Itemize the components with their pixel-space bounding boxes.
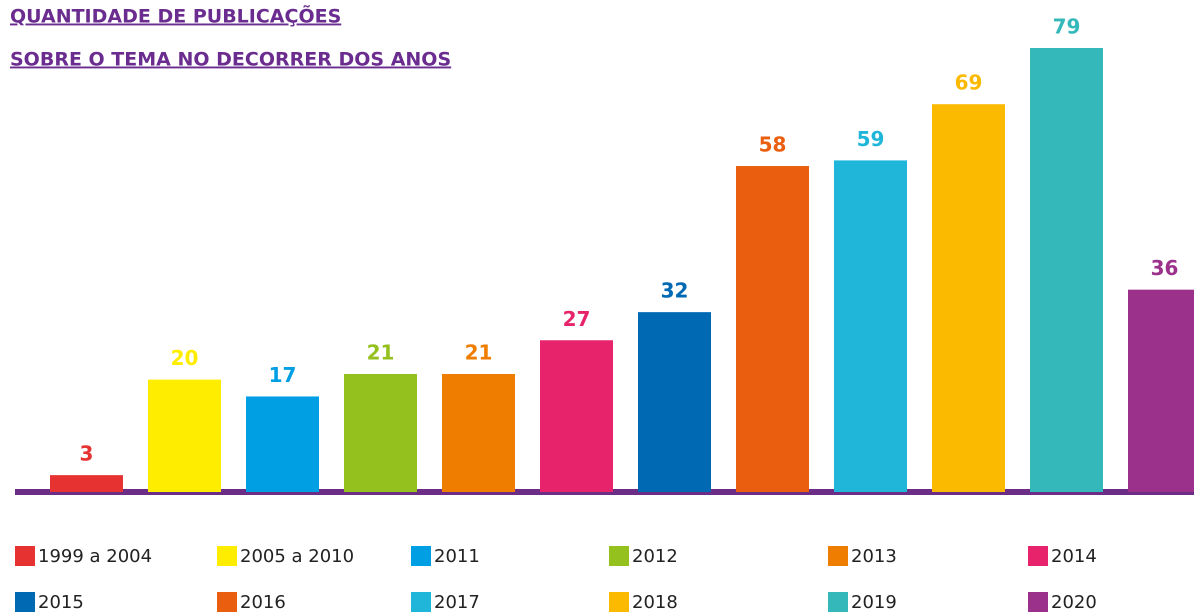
value-label: 59 — [857, 127, 885, 151]
value-label: 32 — [661, 279, 689, 303]
bar — [834, 160, 907, 492]
value-label: 58 — [759, 133, 787, 157]
bar — [736, 166, 809, 492]
legend-label: 2019 — [851, 592, 897, 612]
legend-label: 1999 a 2004 — [38, 546, 152, 567]
legend-swatch — [217, 592, 237, 612]
bar — [344, 373, 417, 492]
legend-swatch — [411, 592, 431, 612]
value-label: 27 — [563, 307, 591, 331]
value-label: 36 — [1151, 256, 1179, 280]
bar — [148, 379, 221, 492]
legend-swatch — [217, 546, 237, 566]
bar — [932, 104, 1005, 493]
legend-label: 2005 a 2010 — [240, 546, 354, 567]
bar — [50, 475, 123, 492]
value-label: 79 — [1053, 15, 1081, 39]
value-label: 20 — [171, 346, 199, 370]
legend-label: 2015 — [38, 592, 84, 612]
legend-label: 2014 — [1051, 546, 1097, 567]
legend-label: 2018 — [632, 592, 678, 612]
legend-swatch — [828, 592, 848, 612]
legend-swatch — [15, 546, 35, 566]
value-label: 69 — [955, 71, 983, 95]
bar — [540, 340, 613, 492]
legend-swatch — [1028, 546, 1048, 566]
legend-label: 2017 — [434, 592, 480, 612]
legend-swatch — [609, 592, 629, 612]
legend-swatch — [15, 592, 35, 612]
legend-swatch — [828, 546, 848, 566]
value-label: 17 — [269, 363, 297, 387]
bar — [1128, 289, 1194, 492]
bar — [246, 396, 319, 492]
value-label: 3 — [80, 442, 94, 466]
legend-label: 2016 — [240, 592, 286, 612]
legend-label: 2011 — [434, 546, 480, 567]
legend-swatch — [609, 546, 629, 566]
bar — [1030, 48, 1103, 492]
legend-label: 2020 — [1051, 592, 1097, 612]
bar — [638, 312, 711, 492]
legend-label: 2012 — [632, 546, 678, 567]
value-label: 21 — [465, 340, 493, 364]
legend-swatch — [1028, 592, 1048, 612]
chart-title: SOBRE O TEMA NO DECORRER DOS ANOS — [10, 49, 451, 71]
value-label: 21 — [367, 340, 395, 364]
legend-swatch — [411, 546, 431, 566]
chart-title: QUANTIDADE DE PUBLICAÇÕES — [10, 4, 341, 28]
legend-label: 2013 — [851, 546, 897, 567]
bar — [442, 373, 515, 492]
